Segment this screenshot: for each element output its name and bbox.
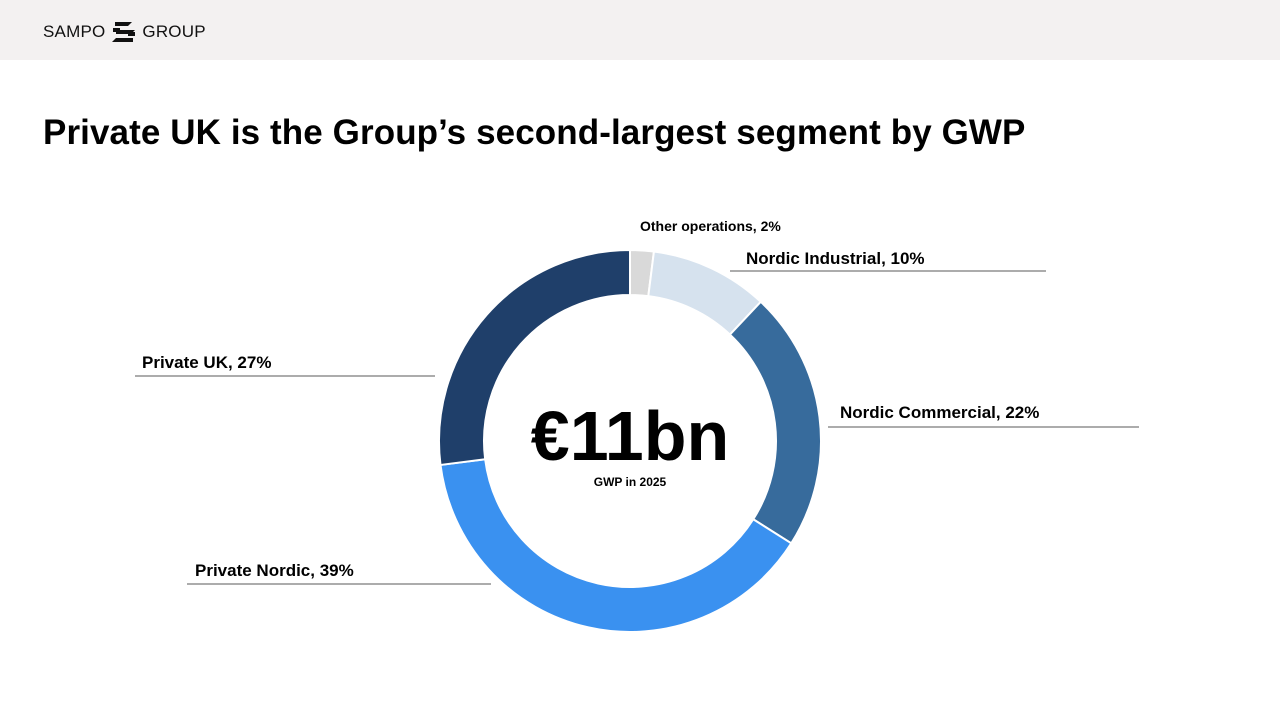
- logo-text-right: GROUP: [142, 22, 206, 41]
- label-nordic-industrial: Nordic Industrial, 10%: [746, 249, 925, 268]
- page-title: Private UK is the Group’s second-largest…: [43, 113, 1026, 152]
- sampo-group-logo: SAMPO GROUP: [43, 19, 206, 45]
- slice-nordic-commercial: [728, 300, 822, 545]
- slice-private-nordic: [439, 458, 793, 633]
- label-nordic-commercial: Nordic Commercial, 22%: [840, 403, 1039, 422]
- slice-labels: Other operations, 2% Nordic Industrial, 1…: [142, 218, 1039, 580]
- sampo-s-icon: [112, 22, 136, 42]
- center-label: GWP in 2025: [594, 475, 667, 489]
- logo-text-left: SAMPO: [43, 22, 106, 41]
- label-private-uk: Private UK, 27%: [142, 353, 271, 372]
- donut-slices: [438, 248, 822, 633]
- label-leader-lines: [135, 270, 1139, 585]
- label-other-operations: Other operations, 2%: [640, 218, 781, 234]
- header-bar: SAMPO GROUP: [0, 0, 1280, 60]
- center-value: €11bn: [531, 397, 729, 475]
- label-private-nordic: Private Nordic, 39%: [195, 561, 354, 580]
- slice-private-uk: [438, 248, 631, 467]
